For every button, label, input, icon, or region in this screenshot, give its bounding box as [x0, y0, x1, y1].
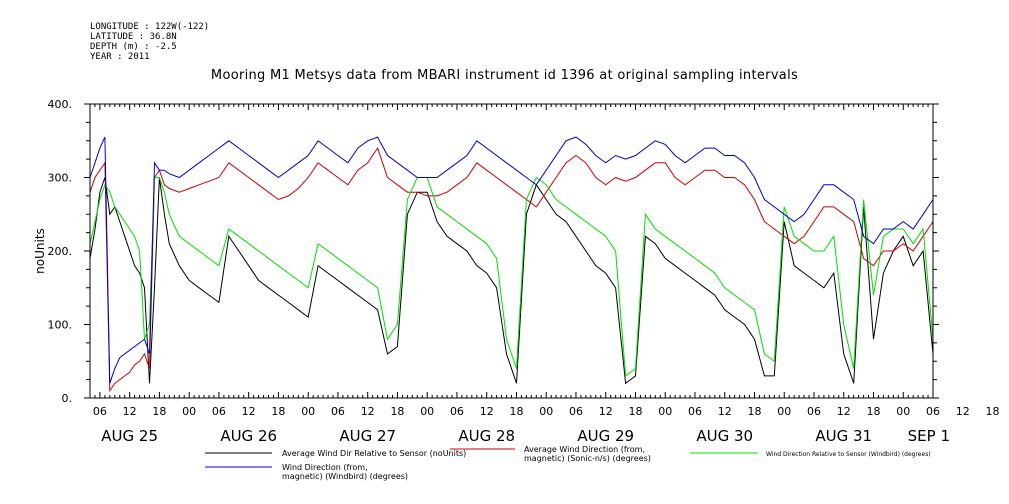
x-day-label: AUG 29 [577, 427, 634, 445]
y-tick-label: 100. [48, 319, 73, 332]
x-tick-label: 00 [658, 405, 672, 418]
x-tick-label: 18 [628, 405, 642, 418]
series-line-4 [89, 136, 934, 384]
latitude-label: LATITUDE : 36.8N [90, 32, 177, 42]
legend-label-2: Average Wind Direction (from, [524, 445, 645, 454]
series-line-3 [89, 176, 934, 377]
x-day-label: AUG 27 [339, 427, 396, 445]
x-tick-label: 12 [480, 405, 494, 418]
chart-title: Mooring M1 Metsys data from MBARI instru… [210, 68, 799, 83]
legend-label-4: Wind Direction (from, [282, 463, 368, 472]
x-day-label: AUG 25 [101, 427, 158, 445]
series-line-2 [89, 146, 934, 393]
x-tick-label: 18 [866, 405, 880, 418]
x-tick-label: 00 [896, 405, 910, 418]
x-day-label: AUG 30 [696, 427, 753, 445]
x-tick-label: 18 [747, 405, 761, 418]
x-tick-label: 06 [212, 405, 226, 418]
x-tick-label: 12 [599, 405, 613, 418]
y-tick-label: 400. [48, 98, 73, 111]
legend-label-2: magnetic) (Sonic-n/s) (degrees) [524, 454, 651, 463]
x-tick-label: 18 [509, 405, 523, 418]
axes-layer: 0. 100. 200. 300. 400. noUnits 06 12 18 00 06 12 18 0… [33, 98, 1000, 445]
series-line-1 [89, 177, 934, 385]
y-tick-label: 0. [62, 392, 73, 405]
x-tick-label: 00 [420, 405, 434, 418]
x-tick-label: 06 [93, 405, 107, 418]
legend-layer: Average Wind Dir Relative to Sensor (noU… [205, 445, 931, 481]
longitude-label: LONGITUDE : 122W(-122) [90, 22, 210, 32]
x-tick-label: 00 [539, 405, 553, 418]
x-tick-label: 06 [331, 405, 345, 418]
x-tick-label: 12 [242, 405, 256, 418]
x-tick-label: 06 [450, 405, 464, 418]
x-tick-label: 00 [182, 405, 196, 418]
x-tick-label: 06 [807, 405, 821, 418]
x-day-label: AUG 26 [220, 427, 277, 445]
depth-label: DEPTH (m) : -2.5 [90, 42, 177, 52]
x-tick-label: 12 [718, 405, 732, 418]
y-tick-label: 200. [48, 245, 73, 258]
x-tick-label: 06 [569, 405, 583, 418]
series-layer [89, 136, 934, 393]
x-tick-label: 12 [361, 405, 375, 418]
year-label: YEAR : 2011 [90, 52, 150, 62]
x-day-label: AUG 31 [815, 427, 872, 445]
x-day-label: SEP 1 [908, 427, 950, 445]
x-tick-label: 06 [926, 405, 940, 418]
x-tick-label: 12 [956, 405, 970, 418]
legend-label-3: Wind Direction Relative to Sensor (Windb… [766, 451, 931, 458]
y-axis-label: noUnits [33, 228, 47, 274]
x-day-label: AUG 28 [458, 427, 515, 445]
x-tick-label: 18 [986, 405, 1000, 418]
legend-label-1: Average Wind Dir Relative to Sensor (noU… [282, 449, 466, 458]
x-tick-label: 18 [152, 405, 166, 418]
x-tick-label: 00 [301, 405, 315, 418]
x-tick-label: 12 [837, 405, 851, 418]
y-tick-label: 300. [48, 172, 73, 185]
x-tick-label: 18 [390, 405, 404, 418]
x-tick-label: 12 [123, 405, 137, 418]
legend-label-4: magnetic) (Windbird) (degrees) [282, 472, 408, 481]
x-tick-label: 00 [777, 405, 791, 418]
x-tick-label: 18 [271, 405, 285, 418]
x-tick-label: 06 [688, 405, 702, 418]
metadata-block: LONGITUDE : 122W(-122) LATITUDE : 36.8N … [90, 22, 209, 62]
